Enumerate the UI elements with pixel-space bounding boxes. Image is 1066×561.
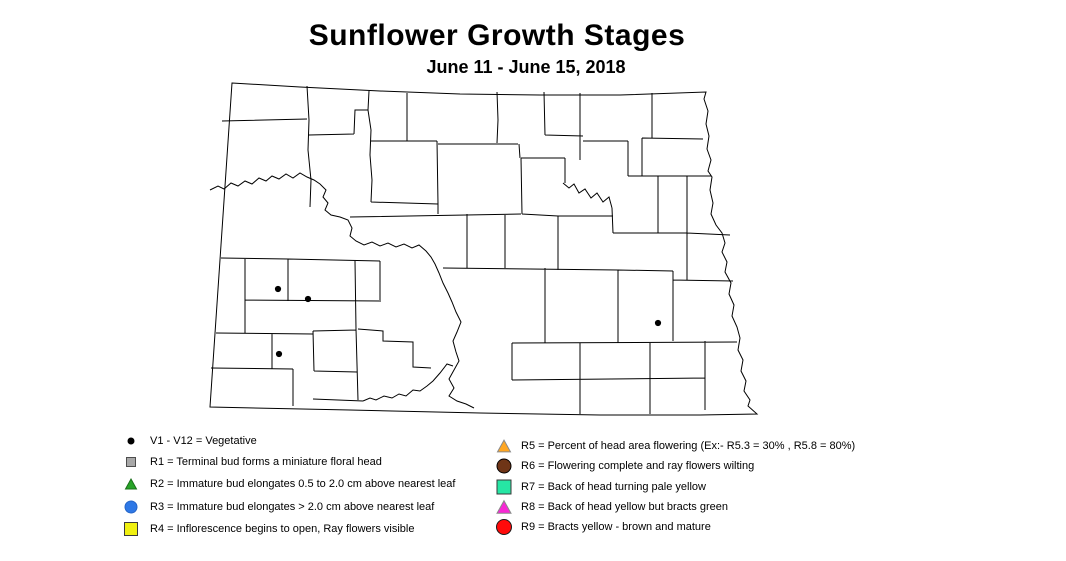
triangle-marker-icon bbox=[124, 478, 138, 490]
circle-marker-icon bbox=[496, 519, 512, 535]
map-data-points bbox=[274, 285, 662, 358]
figure-title: Sunflower Growth Stages bbox=[308, 19, 686, 52]
legend-item: R7 = Back of head turning pale yellow bbox=[495, 478, 706, 496]
legend-item-label: R1 = Terminal bud forms a miniature flor… bbox=[150, 456, 382, 468]
devils-lake bbox=[562, 182, 613, 209]
triangle-marker-icon bbox=[496, 499, 512, 514]
legend-item-label: R5 = Percent of head area flowering (Ex:… bbox=[521, 440, 856, 452]
legend-item-label: V1 - V12 = Vegetative bbox=[150, 435, 257, 447]
circle-marker-icon bbox=[496, 458, 512, 474]
legend-item: R1 = Terminal bud forms a miniature flor… bbox=[122, 453, 382, 471]
legend-item-label: R2 = Immature bud elongates 0.5 to 2.0 c… bbox=[150, 478, 456, 490]
cannonball-river bbox=[362, 363, 454, 402]
legend-item: R3 = Immature bud elongates > 2.0 cm abo… bbox=[122, 498, 434, 516]
state-outline bbox=[209, 82, 759, 416]
legend-item-label: R9 = Bracts yellow - brown and mature bbox=[521, 521, 711, 533]
legend-item: R6 = Flowering complete and ray flowers … bbox=[495, 457, 754, 475]
county-borders bbox=[210, 85, 738, 414]
legend-item-label: R4 = Inflorescence begins to open, Ray f… bbox=[150, 523, 415, 535]
square-marker-icon bbox=[126, 457, 136, 467]
vegetative-point bbox=[275, 350, 283, 358]
legend-item: R9 = Bracts yellow - brown and mature bbox=[495, 518, 711, 536]
square-marker-icon bbox=[124, 522, 138, 536]
legend-item: R2 = Immature bud elongates 0.5 to 2.0 c… bbox=[122, 475, 455, 493]
legend-item: R4 = Inflorescence begins to open, Ray f… bbox=[122, 520, 414, 538]
missouri-river bbox=[209, 172, 475, 409]
square-marker-icon bbox=[496, 479, 512, 495]
vegetative-point bbox=[654, 319, 662, 327]
legend-item-label: R3 = Immature bud elongates > 2.0 cm abo… bbox=[150, 501, 435, 513]
legend-item-label: R6 = Flowering complete and ray flowers … bbox=[521, 460, 755, 472]
circle-marker-icon bbox=[124, 500, 138, 514]
triangle-marker-icon bbox=[496, 439, 512, 453]
legend-item: V1 - V12 = Vegetative bbox=[122, 432, 257, 450]
circle-marker-icon bbox=[127, 437, 135, 445]
figure-subtitle: June 11 - June 15, 2018 bbox=[426, 57, 626, 77]
legend-item-label: R7 = Back of head turning pale yellow bbox=[521, 481, 706, 493]
vegetative-point bbox=[304, 295, 312, 303]
legend-item-label: R8 = Back of head yellow but bracts gree… bbox=[521, 501, 728, 513]
legend-item: R5 = Percent of head area flowering (Ex:… bbox=[495, 437, 855, 455]
legend-item: R8 = Back of head yellow but bracts gree… bbox=[495, 498, 728, 516]
vegetative-point bbox=[274, 285, 282, 293]
